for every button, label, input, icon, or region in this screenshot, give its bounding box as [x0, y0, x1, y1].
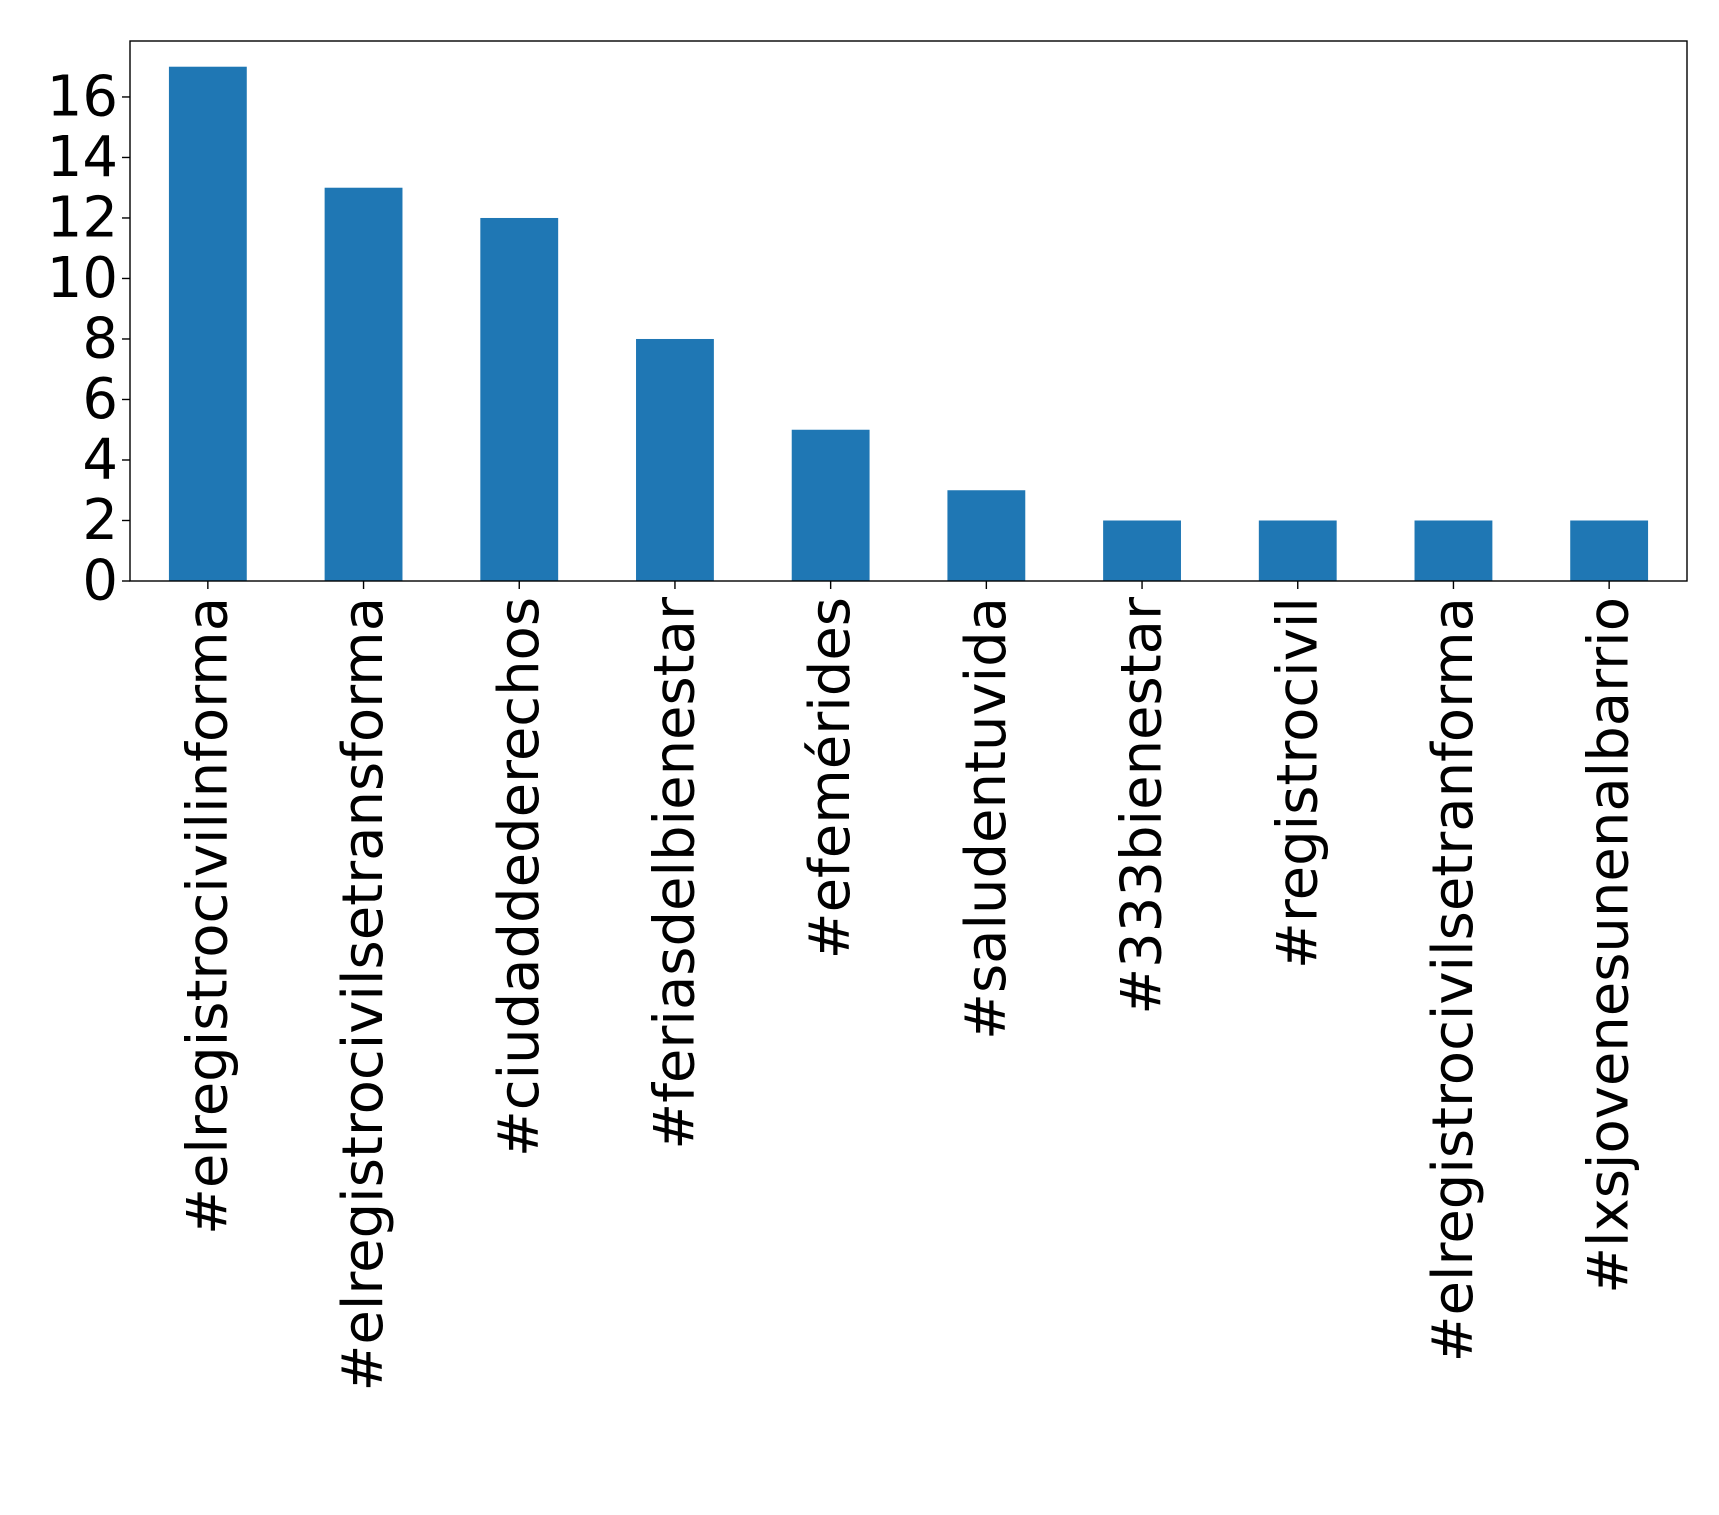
y-tick-label: 14 — [47, 125, 118, 190]
bar — [325, 188, 403, 581]
bar — [1103, 520, 1181, 581]
y-tick-label: 0 — [82, 549, 118, 614]
bar — [480, 218, 558, 581]
x-tick-label: #elregistrocivilinforma — [175, 597, 240, 1235]
y-tick-label: 16 — [47, 64, 118, 129]
x-tick-label: #feriasdelbienestar — [642, 596, 707, 1150]
bar — [636, 339, 714, 581]
y-tick-label: 10 — [47, 246, 118, 311]
y-tick-label: 8 — [82, 306, 118, 371]
x-tick-label: #efemérides — [798, 597, 863, 959]
x-tick-label: #333bienestar — [1110, 596, 1175, 1015]
x-tick-label: #lxsjovenesunenalbarrio — [1577, 597, 1642, 1294]
y-tick-label: 12 — [47, 185, 118, 250]
y-tick-label: 6 — [82, 367, 118, 432]
bar — [169, 67, 247, 581]
y-tick-label: 2 — [82, 488, 118, 553]
bar — [1259, 520, 1337, 581]
x-tick-label: #saludentuvida — [954, 597, 1019, 1040]
bar — [792, 430, 870, 581]
x-tick-label: #ciudaddederechos — [487, 597, 552, 1157]
x-tick-label: #elregistrocivilsetranforma — [1421, 597, 1486, 1362]
bar — [947, 490, 1025, 581]
x-tick-label: #elregistrocivilsetransforma — [331, 597, 396, 1392]
x-axis: #elregistrocivilinforma #elregistrocivils… — [175, 581, 1641, 1392]
bar — [1415, 520, 1493, 581]
bars-group — [169, 67, 1648, 581]
bar — [1570, 520, 1648, 581]
y-tick-label: 4 — [82, 427, 118, 492]
x-tick-label: #registrocivil — [1265, 597, 1330, 969]
